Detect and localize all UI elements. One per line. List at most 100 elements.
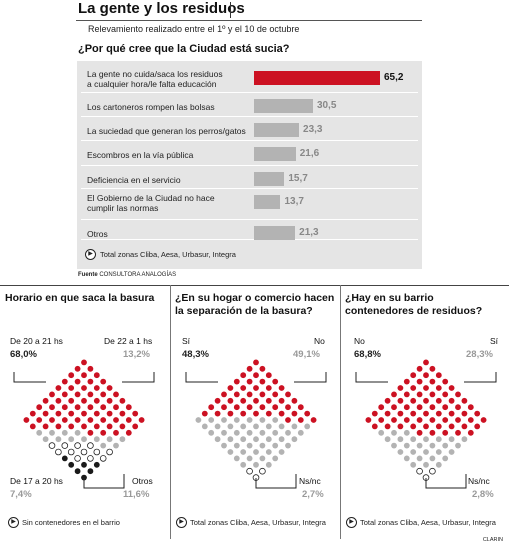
- waffle-dot: [410, 423, 417, 430]
- column-divider-2: [340, 285, 341, 539]
- waffle-dot: [371, 410, 378, 417]
- waffle-dot: [87, 442, 94, 449]
- bar-category-label-line: La suciedad que generan los perros/gatos: [87, 126, 246, 136]
- waffle-dot: [125, 429, 132, 436]
- waffle-dot: [81, 410, 87, 417]
- bar: [254, 226, 296, 240]
- waffle-dot: [208, 404, 215, 411]
- waffle-dot: [397, 449, 404, 455]
- waffle-dot: [410, 410, 417, 417]
- waffle-dot: [259, 365, 266, 372]
- waffle-dot: [304, 410, 311, 417]
- waffle-dot: [455, 391, 461, 398]
- waffle-dot: [461, 410, 468, 417]
- waffle-dot: [36, 429, 43, 436]
- waffle-dot: [221, 417, 227, 423]
- waffle-dot: [259, 455, 266, 462]
- waffle-dot: [214, 423, 221, 430]
- waffle-dot: [410, 372, 417, 379]
- waffle-dot: [55, 436, 62, 443]
- bar: [254, 99, 313, 113]
- waffle-dot: [455, 429, 461, 436]
- waffle-dot: [272, 391, 279, 398]
- waffle-dot: [448, 449, 455, 455]
- waffle-dot: [278, 397, 285, 404]
- waffle-dot: [113, 429, 119, 436]
- waffle-dot: [291, 436, 298, 443]
- waffle-dot: [49, 417, 55, 423]
- waffle-dot: [397, 410, 404, 417]
- waffle-2-label-red: Sí: [182, 336, 191, 346]
- waffle-dot: [68, 436, 75, 443]
- waffle-dot: [93, 423, 100, 430]
- waffle-dot: [416, 391, 423, 398]
- waffle-dot: [285, 429, 291, 436]
- waffle-dot: [391, 417, 397, 423]
- waffle-dot: [423, 410, 429, 417]
- bar-category-label: Los cartoneros rompen las bolsas: [87, 102, 215, 112]
- waffle-1-pct-red: 68,0%: [10, 349, 37, 360]
- waffle-dot: [378, 429, 385, 436]
- waffle-dot: [429, 442, 436, 449]
- waffle-dot: [61, 442, 69, 449]
- waffle-dot: [214, 397, 221, 404]
- waffle-dot: [74, 442, 81, 449]
- waffle-dot: [61, 404, 68, 411]
- waffle-dot: [467, 429, 474, 436]
- waffle-dot: [100, 404, 107, 411]
- waffle-1-label-white: Otros: [132, 476, 153, 486]
- waffle-dot: [435, 410, 442, 417]
- waffle-dot: [87, 455, 94, 462]
- waffle-dot: [442, 429, 449, 436]
- waffle-dot: [448, 436, 455, 443]
- waffle-dot: [416, 365, 423, 372]
- waffle-dot: [68, 372, 75, 379]
- waffle-dot: [48, 442, 56, 449]
- bar-chart-panel: La gente no cuida/saca los residuos a cua…: [77, 61, 422, 269]
- leader-line: [255, 474, 297, 489]
- waffle-dot: [87, 468, 94, 475]
- waffle-3-pct-gray: 28,3%: [466, 349, 493, 360]
- waffle-dot: [68, 397, 75, 404]
- waffle-dot: [410, 461, 417, 468]
- waffle-dot: [397, 397, 404, 404]
- bar: [254, 71, 380, 85]
- waffle-3-label-gray: Sí: [490, 336, 499, 346]
- bar-category-label-line: Deficiencia en el servicio: [87, 175, 181, 185]
- waffle-dot: [61, 417, 68, 423]
- waffle-dot: [416, 417, 423, 423]
- bar-value-label: 21,6: [299, 148, 320, 159]
- waffle-dot: [253, 449, 259, 455]
- waffle-dot: [201, 410, 208, 417]
- waffle-dot: [416, 455, 423, 462]
- waffle-dot: [278, 410, 285, 417]
- waffle-dot: [113, 404, 119, 411]
- waffle-dot: [81, 372, 87, 379]
- waffle-dot: [74, 365, 81, 372]
- waffle-3-footnote: Total zonas Cliba, Aesa, Urbasur, Integr…: [360, 518, 496, 527]
- waffle-dot: [272, 442, 279, 449]
- waffle-dot: [106, 423, 113, 430]
- waffle-dot: [429, 391, 436, 398]
- waffle-dot: [113, 417, 119, 423]
- waffle-dot: [435, 385, 442, 391]
- waffle-dot: [253, 410, 259, 417]
- bar-category-label-line: a cualquier hora/le falta educación: [87, 79, 217, 89]
- waffle-dot: [221, 429, 227, 436]
- source-name: CONSULTORA ANALOGÍAS: [99, 272, 177, 278]
- waffle-dot: [42, 436, 49, 443]
- waffle-dot: [113, 391, 119, 398]
- waffle-dot: [246, 391, 253, 398]
- waffle-dot: [246, 378, 253, 385]
- waffle-dot: [285, 404, 291, 411]
- waffle-dot: [240, 372, 247, 379]
- waffle-dot: [29, 410, 36, 417]
- waffle-dot: [36, 417, 43, 423]
- leader-line: [185, 372, 218, 383]
- waffle-dot: [467, 404, 474, 411]
- waffle-dot: [81, 423, 87, 430]
- waffle-dot: [265, 436, 272, 443]
- waffle-dot: [474, 423, 481, 430]
- bar-category-label: Deficiencia en el servicio: [87, 175, 181, 185]
- waffle-dot: [429, 404, 436, 411]
